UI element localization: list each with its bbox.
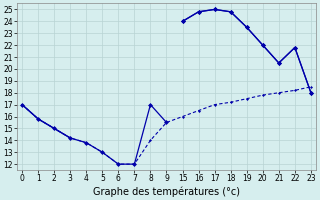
X-axis label: Graphe des températures (°c): Graphe des températures (°c) — [93, 186, 240, 197]
